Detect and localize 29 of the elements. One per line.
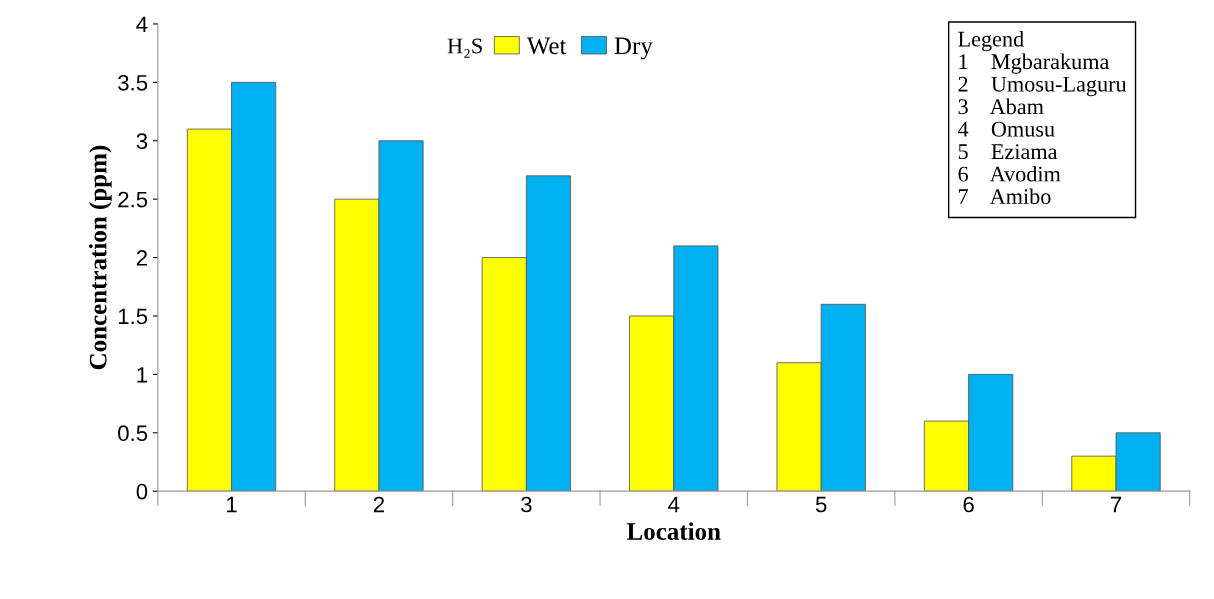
y-tick-label: 0: [136, 483, 148, 500]
legend-title: H₂S: [447, 38, 482, 58]
annotation: 5 Eziama: [958, 144, 1058, 160]
x-tick-label: 3: [521, 496, 532, 513]
y-axis-title: Concentration (ppm): [88, 145, 112, 370]
y-tick-label: 1.5: [118, 308, 148, 325]
x-tick-label: 5: [815, 496, 827, 513]
y-tick-label: 4: [136, 16, 148, 33]
y-tick-label: 3.5: [118, 74, 148, 91]
annotation: 7 Amibo: [959, 188, 1051, 205]
x-axis-title: Location: [626, 522, 721, 540]
annotation: 4 Omusu: [957, 121, 1055, 137]
y-tick-label: 2.5: [118, 191, 148, 208]
annotation: 1 Mgbarakuma: [959, 53, 1110, 74]
y-tick-label: 3: [136, 133, 148, 150]
x-tick-label: 2: [373, 496, 385, 513]
x-tick-label: 4: [668, 496, 680, 513]
x-tick-label: 6: [963, 496, 974, 513]
legend-label: Wet: [526, 37, 567, 55]
annotation: 2 Umosu-Laguru: [958, 76, 1127, 97]
legend-label: Dry: [614, 37, 653, 60]
annotation: 6 Avodim: [958, 165, 1061, 182]
annotation: 3 Abam: [958, 98, 1044, 115]
x-tick-label: 7: [1110, 496, 1122, 513]
x-tick-label: 1: [227, 496, 237, 513]
y-tick-label: 1: [137, 367, 148, 383]
annotation: Legend: [958, 30, 1024, 52]
y-tick-label: 0.5: [118, 425, 148, 442]
y-tick-label: 2: [136, 250, 147, 266]
